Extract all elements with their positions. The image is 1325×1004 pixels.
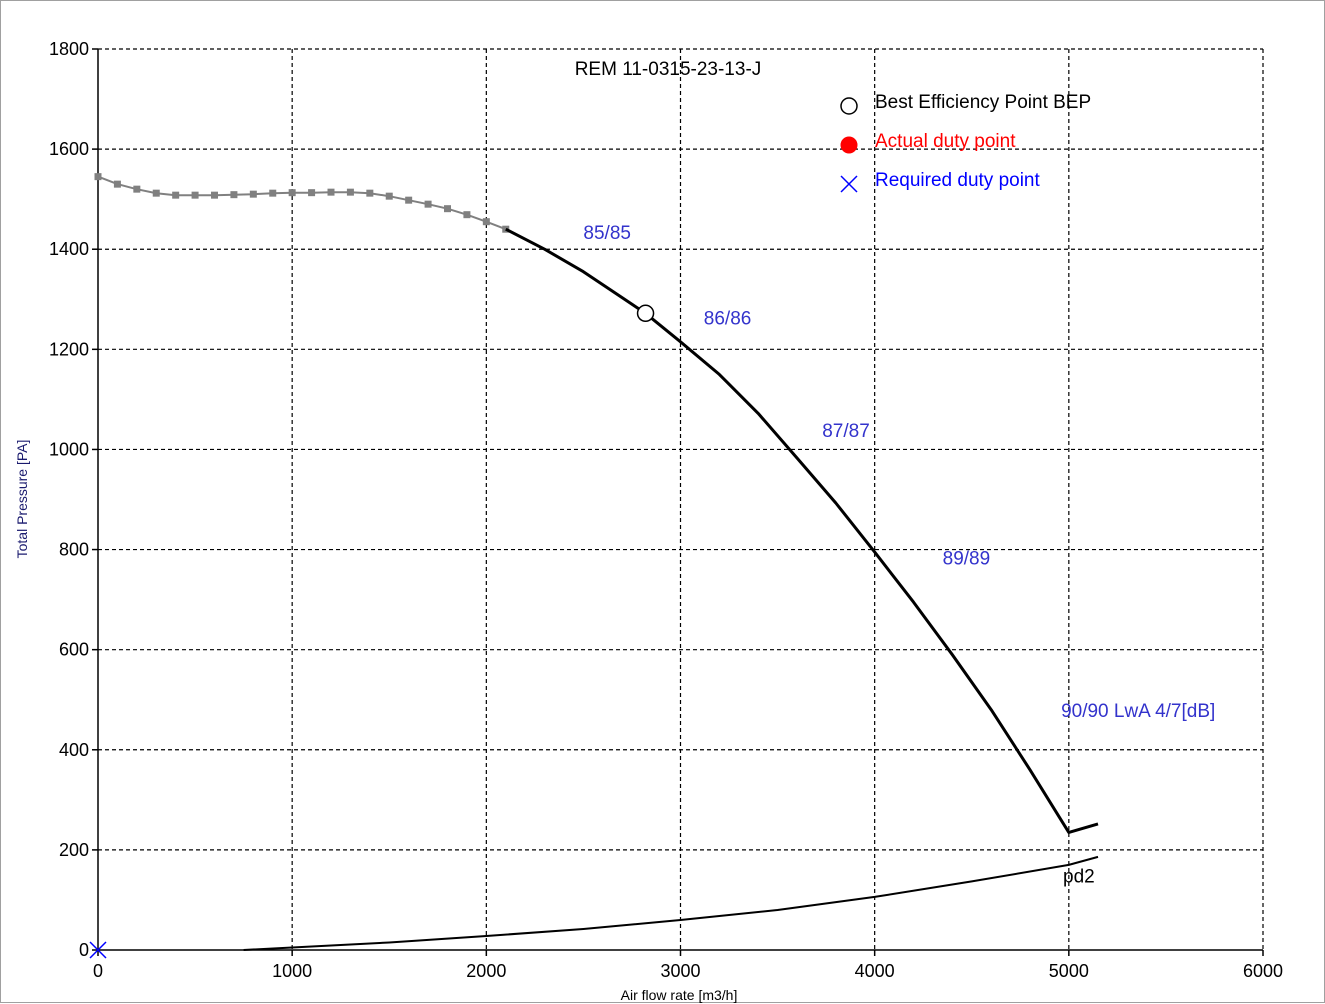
x-tick-label: 2000 bbox=[466, 961, 506, 981]
series-point bbox=[405, 196, 413, 204]
chart-title: REM 11-0315-23-13-J bbox=[575, 59, 762, 80]
x-tick-label: 6000 bbox=[1243, 961, 1283, 981]
y-tick-label: 1200 bbox=[49, 339, 89, 359]
legend-marker-open-circle bbox=[840, 97, 858, 115]
y-tick-label: 400 bbox=[59, 740, 89, 760]
series-point bbox=[346, 188, 354, 196]
legend-label: Best Efficiency Point BEP bbox=[875, 92, 1091, 113]
series-point bbox=[502, 225, 510, 233]
y-tick-label: 1800 bbox=[49, 39, 89, 59]
series-point bbox=[249, 190, 257, 198]
series-point bbox=[230, 191, 238, 199]
series-line bbox=[97, 175, 507, 231]
series-point bbox=[269, 189, 277, 197]
gridlines bbox=[98, 48, 1264, 950]
x-tick-label: 3000 bbox=[660, 961, 700, 981]
required-duty-stroke bbox=[89, 941, 107, 959]
bep-marker bbox=[636, 304, 655, 323]
markers bbox=[89, 304, 655, 959]
y-tick-label: 1400 bbox=[49, 239, 89, 259]
y-tick-label: 600 bbox=[59, 640, 89, 660]
series-point bbox=[308, 189, 316, 197]
series-point bbox=[385, 192, 393, 200]
legend-marker-x bbox=[840, 175, 858, 193]
legend-label: Required duty point bbox=[875, 170, 1040, 191]
series-point bbox=[463, 211, 471, 219]
series-pd2 bbox=[243, 855, 1099, 951]
series-layer bbox=[94, 173, 1099, 951]
y-tick-label: 800 bbox=[59, 540, 89, 560]
series-point bbox=[94, 173, 102, 181]
annotation-label: 90/90 LwA 4/7[dB] bbox=[1061, 701, 1215, 722]
tick-labels: 0 1000 2000 3000 4000 5000 6000 0 200 400 600 800 10… bbox=[49, 39, 1283, 981]
legend-label: Actual duty point bbox=[875, 131, 1016, 152]
series-point bbox=[191, 191, 199, 199]
series-point bbox=[211, 191, 218, 199]
x-axis-title: Air flow rate [m3/h] bbox=[621, 987, 738, 1003]
series-point bbox=[327, 188, 335, 196]
series-point bbox=[424, 200, 432, 208]
annotation-label: 86/86 bbox=[704, 308, 752, 329]
x-tick-label: 1000 bbox=[272, 961, 312, 981]
series-point bbox=[366, 189, 374, 197]
series-point bbox=[152, 189, 160, 197]
series-point bbox=[288, 189, 296, 197]
x-tick-label: 5000 bbox=[1049, 961, 1089, 981]
annotation-label: 87/87 bbox=[822, 421, 870, 442]
axes bbox=[92, 48, 1264, 956]
annotations: 85/85 86/86 87/87 89/89 90/90 LwA 4/7[dB] pd2 bbox=[583, 223, 1215, 887]
required-duty-marker bbox=[89, 941, 107, 959]
series-point bbox=[113, 180, 121, 188]
annotation-label: 89/89 bbox=[943, 549, 991, 570]
y-tick-label: 200 bbox=[59, 840, 89, 860]
annotation-label: pd2 bbox=[1063, 866, 1095, 887]
x-tick-label: 4000 bbox=[855, 961, 895, 981]
y-tick-label: 1000 bbox=[49, 439, 89, 459]
legend-marker-filled-circle bbox=[840, 136, 858, 154]
series-point bbox=[444, 205, 451, 213]
y-tick-label: 1600 bbox=[49, 139, 89, 159]
series-line bbox=[505, 227, 1099, 834]
legend: Best Efficiency Point BEP Actual duty poi… bbox=[840, 92, 1091, 193]
x-tick-label: 0 bbox=[93, 961, 103, 981]
y-tick-label: 0 bbox=[79, 940, 89, 960]
annotation-label: 85/85 bbox=[583, 223, 631, 244]
series-point bbox=[172, 191, 180, 199]
series-point bbox=[482, 218, 490, 226]
series-point bbox=[133, 185, 141, 193]
y-axis-title: Total Pressure [PA] bbox=[14, 440, 30, 559]
